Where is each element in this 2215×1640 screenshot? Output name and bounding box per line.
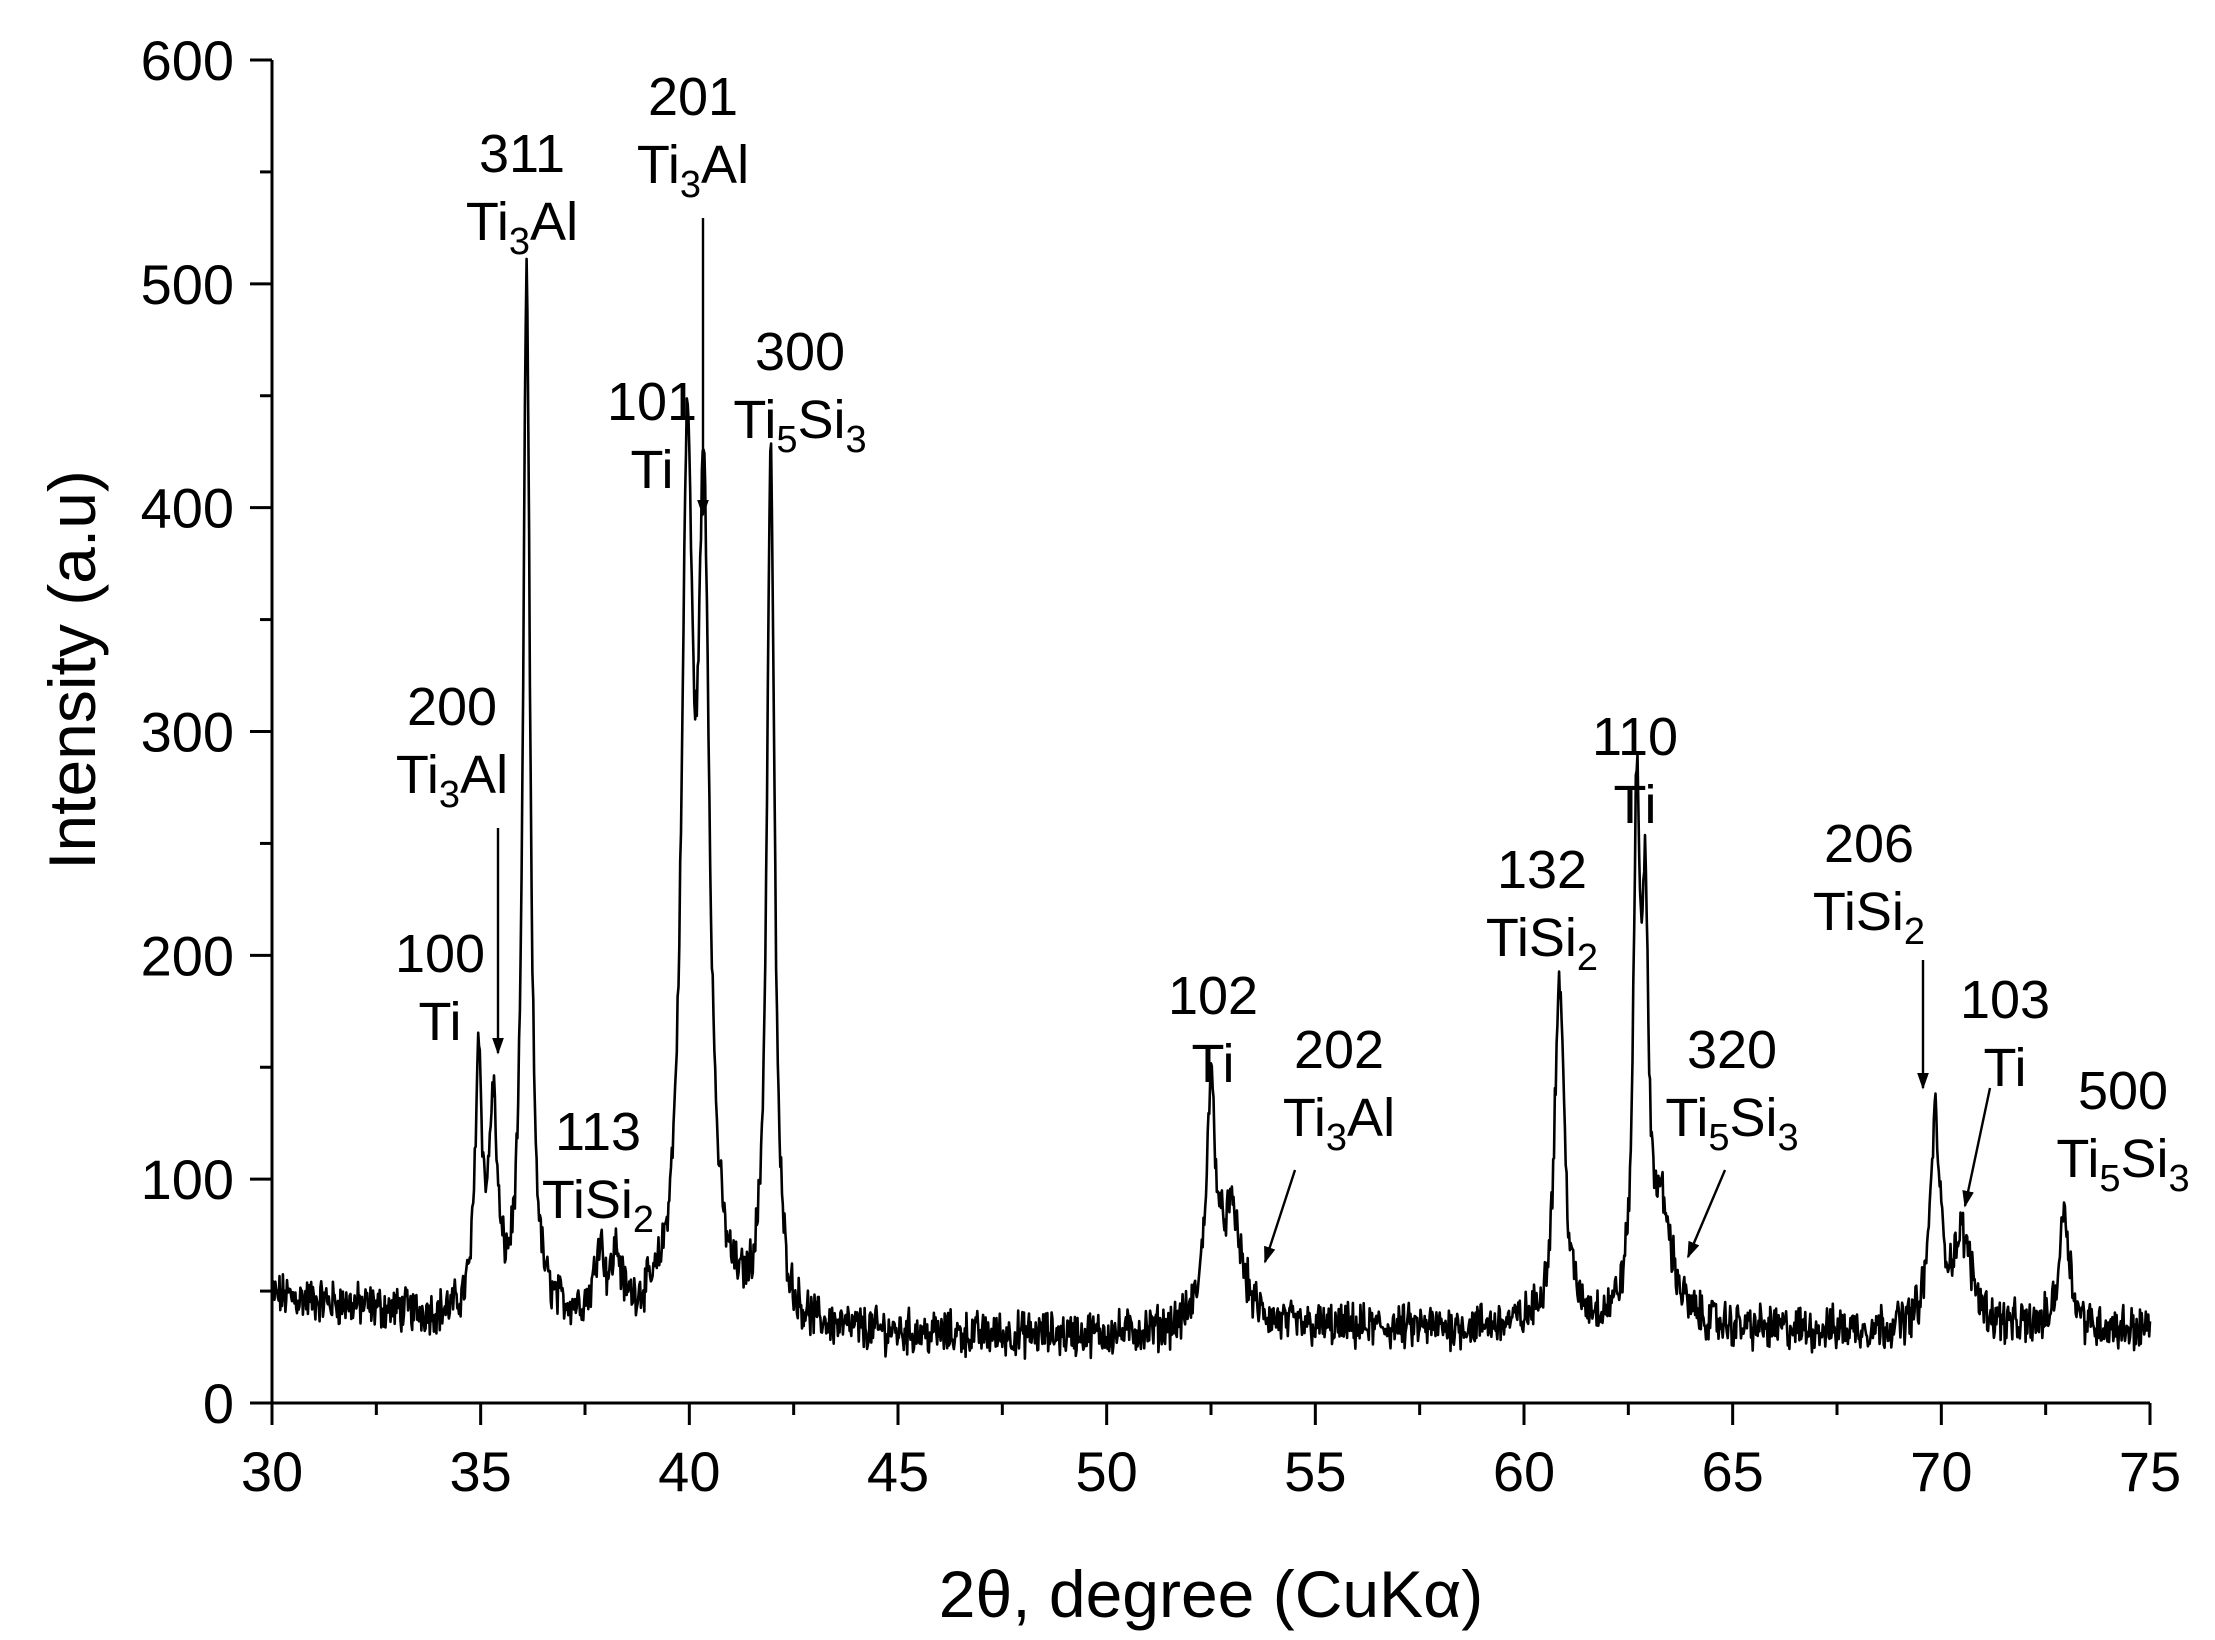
x-tick-label: 45 xyxy=(867,1440,929,1503)
peak-phase-label: Ti5Si3 xyxy=(733,390,866,461)
peak-annotation: 113 TiSi2 xyxy=(542,1102,654,1241)
peak-phase-label: Ti5Si3 xyxy=(2056,1129,2189,1200)
peak-annotation: 103 Ti xyxy=(1960,970,2050,1208)
peak-index-label: 110 xyxy=(1592,707,1678,767)
x-tick-label: 55 xyxy=(1284,1440,1346,1503)
y-ticks: 0 100 200 300 400 500 600 xyxy=(141,29,272,1435)
peak-annotation: 110 Ti xyxy=(1592,707,1678,835)
peak-index-label: 202 xyxy=(1294,1020,1384,1080)
y-tick-label: 100 xyxy=(141,1148,234,1211)
peak-annotation: 311 Ti3Al xyxy=(466,124,578,263)
x-axis-title: 2θ, degree (CuKα) xyxy=(939,1557,1483,1631)
peak-index-label: 300 xyxy=(755,322,845,382)
peak-index-label: 311 xyxy=(479,124,565,184)
peak-index-label: 100 xyxy=(395,924,485,984)
y-axis-title: Intensity (a.u) xyxy=(35,470,109,870)
peak-phase-label: Ti xyxy=(631,440,674,500)
peak-annotation: 500 Ti5Si3 xyxy=(2056,1061,2189,1200)
peak-index-label: 206 xyxy=(1824,814,1914,874)
peak-annotation: 100 Ti xyxy=(395,924,485,1052)
y-tick-label: 300 xyxy=(141,701,234,764)
peak-annotation: 201 Ti3Al xyxy=(637,67,749,517)
peak-phase-label: Ti xyxy=(1984,1038,2027,1098)
peak-phase-label: TiSi2 xyxy=(1486,908,1598,979)
y-tick-label: 0 xyxy=(203,1372,234,1435)
peak-index-label: 103 xyxy=(1960,970,2050,1030)
peak-annotation: 300 Ti5Si3 xyxy=(733,322,866,461)
peak-annotation: 202 Ti3Al xyxy=(1263,1020,1395,1264)
y-tick-label: 400 xyxy=(141,477,234,540)
x-tick-label: 70 xyxy=(1910,1440,1972,1503)
peak-phase-label: Ti xyxy=(419,992,462,1052)
peak-annotation: 102 Ti xyxy=(1168,966,1258,1094)
peak-index-label: 320 xyxy=(1687,1020,1777,1080)
peak-arrow xyxy=(1263,1169,1297,1264)
peak-annotation: 320 Ti5Si3 xyxy=(1665,1020,1799,1259)
x-tick-label: 65 xyxy=(1702,1440,1764,1503)
y-tick-label: 600 xyxy=(141,29,234,92)
y-tick-label: 500 xyxy=(141,253,234,316)
peak-phase-label: Ti3Al xyxy=(637,135,749,206)
peak-index-label: 132 xyxy=(1497,840,1587,900)
peak-phase-label: Ti5Si3 xyxy=(1665,1088,1798,1159)
peak-phase-label: TiSi2 xyxy=(542,1170,654,1241)
peak-phase-label: Ti3Al xyxy=(1283,1088,1395,1159)
y-tick-label: 200 xyxy=(141,924,234,987)
annotations: 100Ti200Ti3Al311Ti3Al113TiSi2101Ti201Ti3… xyxy=(395,67,2190,1264)
peak-arrow xyxy=(1686,1169,1727,1259)
x-tick-label: 50 xyxy=(1076,1440,1138,1503)
peak-index-label: 102 xyxy=(1168,966,1258,1026)
peak-phase-label: Ti xyxy=(1192,1034,1235,1094)
x-tick-label: 60 xyxy=(1493,1440,1555,1503)
peak-phase-label: Ti xyxy=(1614,775,1657,835)
peak-index-label: 113 xyxy=(555,1102,641,1162)
x-tick-label: 35 xyxy=(450,1440,512,1503)
peak-annotation: 101 Ti xyxy=(607,372,697,500)
peak-index-label: 500 xyxy=(2078,1061,2168,1121)
peak-index-label: 200 xyxy=(407,677,497,737)
x-tick-label: 40 xyxy=(658,1440,720,1503)
x-ticks: 30 35 40 45 50 55 60 65 70 75 xyxy=(241,1403,2181,1503)
x-tick-label: 30 xyxy=(241,1440,303,1503)
peak-index-label: 101 xyxy=(607,372,697,432)
peak-phase-label: Ti3Al xyxy=(396,745,508,816)
peak-annotation: 206 TiSi2 xyxy=(1813,814,1929,1090)
x-tick-label: 75 xyxy=(2119,1440,2181,1503)
peak-annotation: 132 TiSi2 xyxy=(1486,840,1598,979)
peak-arrow xyxy=(1962,1087,1992,1208)
peak-index-label: 201 xyxy=(648,67,738,127)
series-line xyxy=(270,257,2152,1360)
peak-phase-label: TiSi2 xyxy=(1813,882,1925,953)
peak-annotation: 200 Ti3Al xyxy=(396,677,508,1055)
peak-phase-label: Ti3Al xyxy=(466,192,578,263)
